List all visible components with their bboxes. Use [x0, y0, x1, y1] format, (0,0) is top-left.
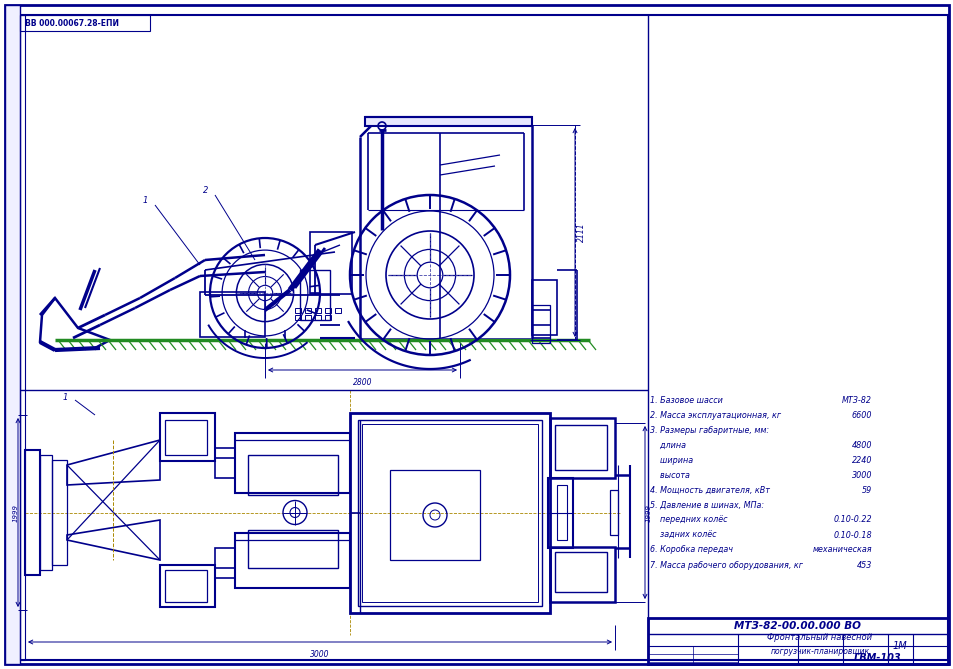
Bar [299, 270, 330, 320]
Text: ГВМ-103: ГВМ-103 [853, 653, 901, 663]
Bar [314, 308, 320, 313]
Text: МТЗ-82: МТЗ-82 [841, 395, 871, 405]
Text: 3. Размеры габаритные, мм:: 3. Размеры габаритные, мм: [649, 425, 768, 434]
Bar [234, 433, 350, 493]
Text: 1999: 1999 [13, 504, 19, 522]
Bar [390, 470, 479, 560]
Bar [20, 15, 25, 660]
Text: 2111: 2111 [576, 223, 585, 242]
Bar [550, 547, 615, 602]
Text: 4800: 4800 [851, 440, 871, 450]
Bar [294, 308, 301, 313]
Bar [305, 308, 311, 313]
Text: 1: 1 [62, 393, 68, 401]
Text: 1: 1 [142, 195, 148, 205]
Bar [165, 570, 207, 602]
Bar [325, 308, 331, 313]
Bar [532, 305, 550, 343]
Bar [294, 315, 301, 320]
Bar [305, 315, 311, 320]
Bar [361, 424, 537, 602]
Bar [532, 280, 557, 335]
Bar [165, 420, 207, 455]
Text: ширина: ширина [649, 456, 693, 464]
Bar [52, 460, 67, 565]
Bar [350, 413, 550, 613]
Text: МТЗ-82-00.00.000 ВО: МТЗ-82-00.00.000 ВО [734, 621, 861, 631]
Bar [325, 315, 331, 320]
Text: ВВ 000.00067.28-ЕПИ: ВВ 000.00067.28-ЕПИ [25, 19, 119, 27]
Bar [214, 448, 234, 478]
Text: 1. Базовое шасси: 1. Базовое шасси [649, 395, 722, 405]
Text: длина: длина [649, 440, 685, 450]
Bar [214, 548, 234, 578]
Text: 2240: 2240 [851, 456, 871, 464]
Text: 2. Масса эксплуатационная, кг: 2. Масса эксплуатационная, кг [649, 411, 781, 419]
Text: передних колёс: передних колёс [649, 516, 727, 524]
Text: 3000: 3000 [310, 650, 330, 659]
Text: задних колёс: задних колёс [649, 531, 716, 539]
Bar [365, 117, 532, 126]
Bar [40, 455, 52, 570]
Text: 1999: 1999 [645, 504, 651, 522]
Text: 6600: 6600 [851, 411, 871, 419]
Text: 0.10-0.22: 0.10-0.22 [833, 516, 871, 524]
Bar [234, 533, 350, 588]
Bar [557, 485, 566, 540]
Text: 2800: 2800 [353, 378, 372, 387]
Text: 5. Давление в шинах, МПа:: 5. Давление в шинах, МПа: [649, 500, 763, 510]
Text: 59: 59 [861, 486, 871, 494]
Text: 0.10-0.18: 0.10-0.18 [833, 531, 871, 539]
Bar [647, 618, 947, 664]
Text: 2: 2 [203, 185, 209, 195]
Text: 6. Коробка передач: 6. Коробка передач [649, 545, 732, 555]
Text: Фронтальный навесной: Фронтальный навесной [766, 634, 872, 642]
Text: 4. Мощность двигателя, кВт: 4. Мощность двигателя, кВт [649, 486, 769, 494]
Text: механическая: механическая [812, 545, 871, 555]
Bar [200, 292, 265, 337]
Bar [550, 418, 615, 478]
Bar [314, 315, 320, 320]
Text: 7. Масса рабочего оборудования, кг: 7. Масса рабочего оборудования, кг [649, 561, 802, 569]
Bar [547, 478, 573, 548]
Bar [609, 490, 618, 535]
Bar [555, 425, 606, 470]
Bar [5, 5, 20, 664]
Bar [25, 450, 40, 575]
Text: 3000: 3000 [851, 470, 871, 480]
Text: высота: высота [649, 470, 689, 480]
Bar [160, 565, 214, 607]
Bar [335, 308, 340, 313]
Bar [555, 552, 606, 592]
Bar [248, 530, 337, 568]
Bar [310, 232, 352, 294]
Text: 1М: 1М [892, 641, 906, 651]
Text: 453: 453 [856, 561, 871, 569]
Text: погрузчик-планировщик: погрузчик-планировщик [770, 648, 868, 656]
Bar [357, 420, 541, 606]
Bar [20, 15, 150, 31]
Bar [248, 455, 337, 495]
Bar [160, 413, 214, 461]
